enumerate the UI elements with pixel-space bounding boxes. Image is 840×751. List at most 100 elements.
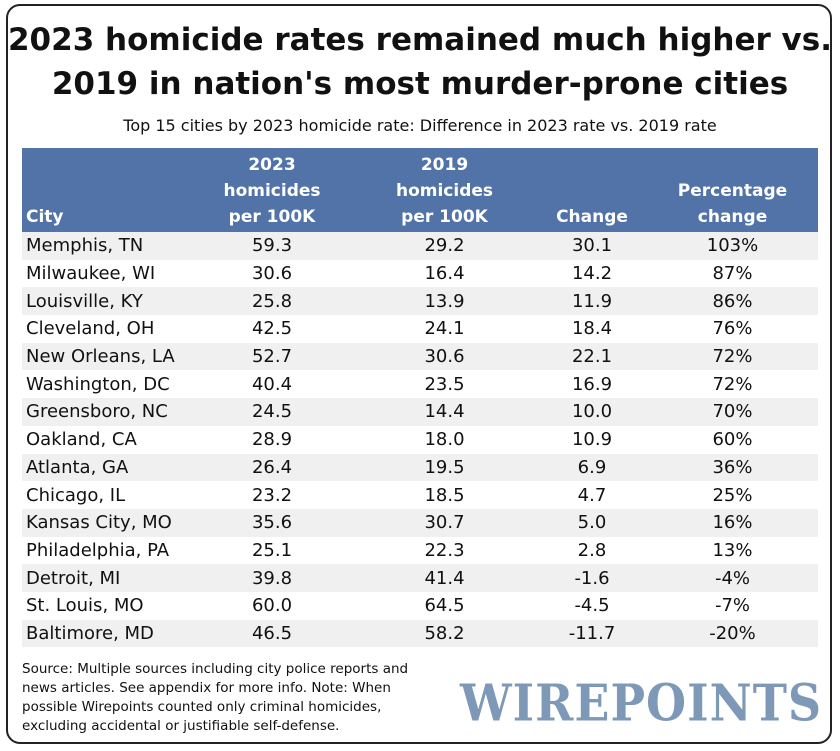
pct-change-cell: -7% xyxy=(714,595,751,617)
rate-2023-cell: 46.5 xyxy=(192,619,352,648)
change-cell: 14.2 xyxy=(571,263,613,285)
table-row: Memphis, TN 59.3 29.2 30.1 103% xyxy=(22,232,818,260)
pct-change-cell: 103% xyxy=(647,232,818,260)
column-header-line: 2023 xyxy=(248,155,296,175)
rate-2023-cell: 25.1 xyxy=(251,539,293,561)
chart-subtitle: Top 15 cities by 2023 homicide rate: Dif… xyxy=(123,116,717,135)
city-cell: Detroit, MI xyxy=(22,564,192,592)
column-header: Change xyxy=(537,148,647,232)
pct-change-cell: 16% xyxy=(647,508,818,537)
homicide-table: City 2023 homicides per 100K 2019 homicides pe… xyxy=(22,148,818,648)
pct-change-cell: 76% xyxy=(712,318,753,340)
rate-2023-cell: 24.5 xyxy=(192,398,352,426)
change-cell: 22.1 xyxy=(537,342,647,371)
table-row: Detroit, MI 39.8 41.4 -1.6 -4% xyxy=(22,564,818,592)
city-cell: Cleveland, OH xyxy=(26,318,155,340)
pct-change-cell: 70% xyxy=(647,398,818,426)
city-cell: Greensboro, NC xyxy=(22,398,192,426)
change-cell: 5.0 xyxy=(537,508,647,537)
column-header-line: City xyxy=(26,207,64,227)
header-row: City 2023 homicides per 100K 2019 homicides pe… xyxy=(22,148,818,232)
rate-2023-cell: 39.8 xyxy=(192,564,352,592)
change-cell: 10.0 xyxy=(537,398,647,426)
rate-2019-cell: 41.4 xyxy=(352,564,537,592)
change-cell: 6.9 xyxy=(537,453,647,482)
rate-2019-cell: 23.5 xyxy=(424,373,465,395)
table-row: St. Louis, MO 60.0 64.5 -4.5 -7% xyxy=(22,592,818,620)
rate-2023-cell: 26.4 xyxy=(192,453,352,482)
column-header-line: 2019 xyxy=(420,155,469,175)
rate-2019-cell: 13.9 xyxy=(352,287,537,316)
rate-2019-cell: 58.2 xyxy=(352,619,537,648)
rate-2023-cell: 30.6 xyxy=(251,263,293,285)
column-header-line: homicides xyxy=(223,181,321,201)
source-note: Source: Multiple sources including city … xyxy=(22,661,409,734)
wirepoints-logo: WIREPOINTS xyxy=(460,673,823,733)
pct-change-cell: -20% xyxy=(647,619,818,648)
rate-2023-cell: 52.7 xyxy=(192,342,352,371)
column-header-line: Percentage xyxy=(677,181,788,201)
column-header-line: homicides xyxy=(395,181,494,201)
table-row: Oakland, CA 28.9 18.0 10.9 60% xyxy=(22,426,818,454)
pct-change-cell: 72% xyxy=(647,342,818,371)
city-cell: Chicago, IL xyxy=(26,484,126,506)
rate-2023-cell: 60.0 xyxy=(251,595,293,617)
rate-2019-cell: 64.5 xyxy=(424,595,465,617)
rate-2019-cell: 14.4 xyxy=(352,398,537,426)
pct-change-cell: 60% xyxy=(712,429,753,451)
city-cell: Baltimore, MD xyxy=(22,619,192,648)
table-row: New Orleans, LA 52.7 30.6 22.1 72% xyxy=(22,342,818,371)
rate-2019-cell: 19.5 xyxy=(352,453,537,482)
table-row: Washington, DC 40.4 23.5 16.9 72% xyxy=(22,370,818,398)
rate-2019-cell: 16.4 xyxy=(424,263,465,285)
column-header-line xyxy=(537,152,647,178)
column-header: 2019 homicides per 100K xyxy=(352,148,537,232)
column-header-line: per 100K xyxy=(228,207,316,227)
pct-change-cell: -4% xyxy=(647,564,818,592)
column-header-line xyxy=(537,178,647,204)
change-cell: -4.5 xyxy=(574,595,610,617)
pct-change-cell: 87% xyxy=(712,263,753,285)
pct-change-cell: 13% xyxy=(712,539,753,561)
column-header: Percentage change xyxy=(647,148,818,232)
column-header: 2023 homicides per 100K xyxy=(192,148,352,232)
rate-2023-cell: 23.2 xyxy=(251,484,293,506)
chart-title: 2023 homicide rates remained much higher… xyxy=(0,18,840,106)
change-cell: 11.9 xyxy=(537,287,647,316)
pct-change-cell: 36% xyxy=(647,453,818,482)
change-cell: 2.8 xyxy=(577,539,607,561)
change-cell: -1.6 xyxy=(537,564,647,592)
change-cell: 16.9 xyxy=(571,373,613,395)
city-cell: Kansas City, MO xyxy=(22,508,192,537)
rate-2019-cell: 30.6 xyxy=(352,342,537,371)
rate-2019-cell: 24.1 xyxy=(424,318,465,340)
title-line-2: 2019 in nation's most murder-prone citie… xyxy=(51,66,789,102)
rate-2019-cell: 22.3 xyxy=(424,539,465,561)
rate-2019-cell: 18.5 xyxy=(424,484,465,506)
table-row: Philadelphia, PA 25.1 22.3 2.8 13% xyxy=(22,537,818,565)
column-header-line xyxy=(26,152,192,178)
rate-2019-cell: 18.0 xyxy=(424,429,465,451)
rate-2023-cell: 40.4 xyxy=(251,373,293,395)
column-header-line: change xyxy=(697,207,768,227)
column-header: City xyxy=(22,148,192,232)
column-header-line xyxy=(647,152,818,178)
rate-2023-cell: 59.3 xyxy=(192,232,352,260)
table-row: Atlanta, GA 26.4 19.5 6.9 36% xyxy=(22,453,818,482)
column-header-line: per 100K xyxy=(401,207,488,227)
city-cell: Milwaukee, WI xyxy=(26,263,156,285)
rate-2023-cell: 35.6 xyxy=(192,508,352,537)
table-row: Milwaukee, WI 30.6 16.4 14.2 87% xyxy=(22,260,818,288)
table-row: Cleveland, OH 42.5 24.1 18.4 76% xyxy=(22,315,818,343)
change-cell: -11.7 xyxy=(537,619,647,648)
table-row: Louisville, KY 25.8 13.9 11.9 86% xyxy=(22,287,818,316)
city-cell: Philadelphia, PA xyxy=(26,539,170,561)
title-line-1: 2023 homicide rates remained much higher… xyxy=(7,22,832,58)
city-cell: Atlanta, GA xyxy=(22,453,192,482)
rate-2023-cell: 42.5 xyxy=(251,318,293,340)
change-cell: 10.9 xyxy=(571,429,613,451)
pct-change-cell: 72% xyxy=(712,373,753,395)
change-cell: 4.7 xyxy=(577,484,607,506)
rate-2023-cell: 28.9 xyxy=(251,429,293,451)
column-header-line: Change xyxy=(556,207,628,227)
